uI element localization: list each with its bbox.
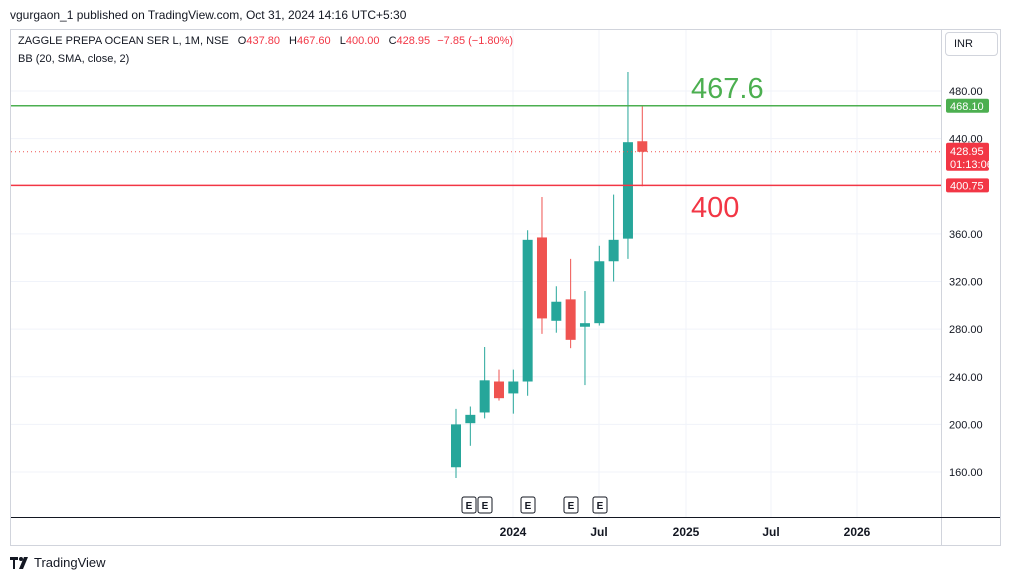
last-price-countdown: 01:13:06 bbox=[950, 159, 993, 171]
open-value: 437.80 bbox=[246, 35, 280, 47]
earnings-marker-label: E bbox=[597, 501, 604, 512]
earnings-marker[interactable] bbox=[477, 496, 493, 514]
candle-body[interactable] bbox=[522, 239, 533, 382]
level-axis-badge bbox=[946, 98, 989, 113]
x-tick-label: 2026 bbox=[844, 525, 871, 539]
currency-button[interactable]: INR bbox=[945, 32, 998, 56]
y-tick-label: 160.00 bbox=[949, 467, 983, 479]
earnings-marker-label: E bbox=[568, 501, 575, 512]
candle-body[interactable] bbox=[594, 261, 605, 324]
y-tick-label: 360.00 bbox=[949, 229, 983, 241]
x-tick-label: 2024 bbox=[500, 525, 527, 539]
x-tick-label: Jul bbox=[762, 525, 779, 539]
level-label: 400 bbox=[691, 192, 739, 224]
y-tick-label: 200.00 bbox=[949, 419, 983, 431]
level-label: 467.6 bbox=[691, 73, 764, 105]
last-price-label: 428.95 bbox=[950, 146, 984, 158]
tradingview-logo-icon bbox=[10, 556, 28, 569]
earnings-marker-label: E bbox=[466, 501, 473, 512]
y-tick-label: 240.00 bbox=[949, 372, 983, 384]
last-price-badge bbox=[946, 142, 989, 171]
candle-body[interactable] bbox=[622, 142, 633, 239]
earnings-marker[interactable] bbox=[592, 496, 608, 514]
indicator-legend[interactable]: BB (20, SMA, close, 2) bbox=[18, 53, 130, 65]
candle-body[interactable] bbox=[608, 239, 619, 262]
symbol-name[interactable]: ZAGGLE PREPA OCEAN SER L, 1M, NSE bbox=[18, 35, 229, 47]
y-tick-label: 280.00 bbox=[949, 324, 983, 336]
earnings-marker-label: E bbox=[525, 501, 532, 512]
low-value: 400.00 bbox=[345, 35, 380, 47]
candle-body[interactable] bbox=[508, 381, 519, 394]
candle-body[interactable] bbox=[637, 141, 648, 152]
chart-frame bbox=[10, 29, 1001, 546]
change-value: −7.85 (−1.80%) bbox=[437, 35, 514, 47]
y-tick-label: 320.00 bbox=[949, 277, 983, 289]
low-label: L bbox=[339, 35, 346, 47]
close-value: 428.95 bbox=[396, 35, 431, 47]
candle-body[interactable] bbox=[579, 323, 590, 327]
y-tick-label: 440.00 bbox=[949, 134, 983, 146]
symbol-legend: ZAGGLE PREPA OCEAN SER L, 1M, NSE O437.8… bbox=[18, 35, 513, 47]
tradingview-brand[interactable]: TradingView bbox=[10, 555, 106, 570]
earnings-marker[interactable] bbox=[461, 496, 477, 514]
candle-body[interactable] bbox=[493, 381, 504, 399]
earnings-marker[interactable] bbox=[520, 496, 536, 514]
candle-body[interactable] bbox=[551, 301, 562, 321]
candle-body[interactable] bbox=[479, 380, 490, 413]
earnings-marker[interactable] bbox=[563, 496, 579, 514]
open-label: O bbox=[237, 35, 247, 47]
level-axis-label: 400.75 bbox=[950, 180, 984, 192]
candle-body[interactable] bbox=[451, 424, 461, 468]
close-label: C bbox=[388, 35, 397, 47]
high-label: H bbox=[289, 35, 297, 47]
candle-body[interactable] bbox=[536, 237, 547, 319]
candle-body[interactable] bbox=[565, 299, 576, 340]
level-axis-badge bbox=[946, 178, 989, 193]
candle-body[interactable] bbox=[465, 414, 476, 424]
brand-name: TradingView bbox=[34, 555, 106, 570]
publisher-line: vgurgaon_1 published on TradingView.com,… bbox=[10, 8, 407, 22]
high-value: 467.60 bbox=[297, 35, 331, 47]
level-axis-label: 468.10 bbox=[950, 101, 984, 113]
earnings-marker-label: E bbox=[482, 501, 489, 512]
x-tick-label: Jul bbox=[590, 525, 607, 539]
x-tick-label: 2025 bbox=[673, 525, 700, 539]
y-tick-label: 480.00 bbox=[949, 86, 983, 98]
